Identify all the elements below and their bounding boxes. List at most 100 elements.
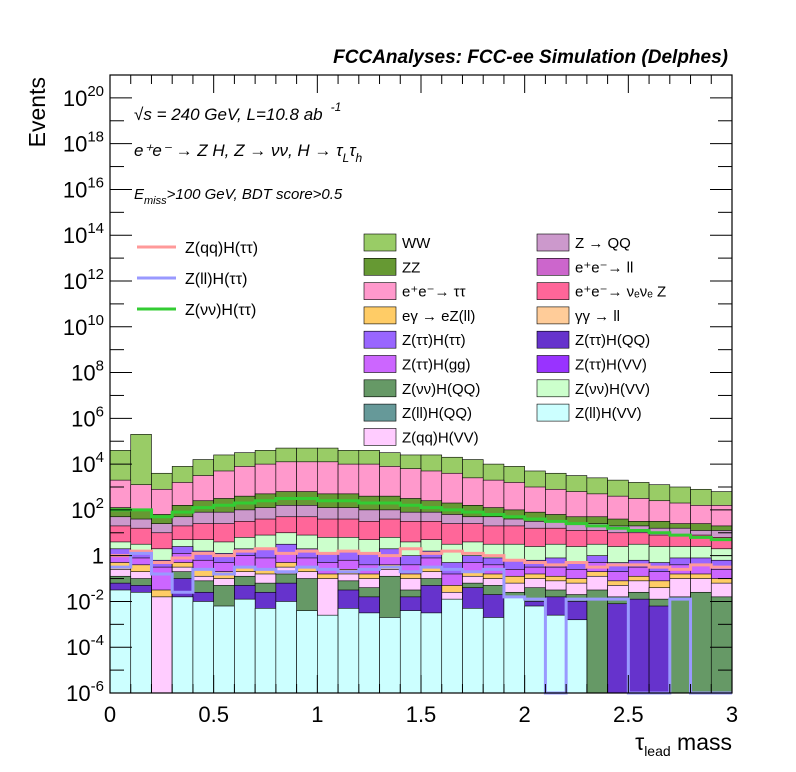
stack-bar	[545, 614, 567, 694]
x-axis-label: τlead mass	[635, 729, 732, 759]
stack-bar	[524, 605, 546, 694]
y-tick-label: 1018	[63, 129, 104, 157]
legend-fill-label: e⁺e⁻→ νₑνₑ Z	[575, 284, 666, 301]
legend-fill-swatch	[536, 306, 570, 325]
cut-annotation: Emiss>100 GeV, BDT score>0.5	[134, 186, 343, 207]
stack-bar	[213, 605, 235, 694]
process-annotation: e⁺e⁻ → Z H, Z → νν, H → τLτh	[134, 141, 363, 165]
legend-fill-label: Z(νν)H(VV)	[575, 381, 650, 398]
stack-bar	[296, 610, 318, 694]
y-tick-label: 1	[92, 544, 104, 569]
process-sub-l: L	[343, 151, 350, 165]
stack-bar	[399, 610, 422, 694]
stack-bar	[254, 608, 277, 694]
stack-bar	[648, 605, 671, 694]
y-axis-label: Events	[24, 77, 50, 147]
x-tick-label: 0	[104, 702, 116, 727]
legend-fill-swatch	[363, 282, 397, 300]
legend-fill-swatch	[363, 355, 397, 373]
stack-bar	[275, 601, 297, 694]
stack-bar	[586, 589, 608, 694]
stack-bar	[690, 591, 712, 694]
legend-fill-swatch	[363, 257, 397, 276]
energy-s: s	[143, 105, 152, 124]
histogram-stack	[109, 434, 733, 694]
y-tick-label: 102	[71, 495, 104, 523]
legend-fill-label: Z(ττ)H(ττ)	[402, 332, 466, 349]
stack-bar	[669, 596, 691, 694]
legend-fill-swatch	[363, 428, 397, 446]
stack-bar	[710, 596, 733, 694]
legend-fill-swatch	[363, 330, 397, 349]
legend-fill-swatch	[363, 379, 397, 398]
legend-fill-label: Z(ττ)H(QQ)	[575, 332, 650, 349]
signal-lines	[110, 496, 732, 695]
signal-line	[110, 551, 732, 695]
cut-sub: miss	[144, 195, 167, 207]
legend-fill-swatch	[536, 257, 570, 276]
stack-bar	[482, 617, 505, 694]
stack-bar	[420, 612, 443, 694]
y-tick-label: 104	[71, 449, 104, 477]
stack-bar	[358, 612, 380, 694]
line-legend: Z(qq)H(ττ) Z(ll)H(ττ) Z(νν)H(ττ)	[137, 240, 258, 319]
axes: 0 0.5 1 1.5 2 2.5 3 10-6 10-4 10-2 1 102 104 106 108 10…	[63, 74, 738, 727]
y-tick-label: 1014	[63, 220, 104, 248]
stack-bar	[337, 608, 360, 694]
legend-fill-label: Z(ll)H(QQ)	[402, 405, 472, 422]
stack-bar	[607, 603, 629, 694]
y-tick-label: 1016	[63, 174, 104, 202]
x-axis-label-sub: lead	[644, 743, 670, 759]
legend-fill-label: Z → QQ	[575, 235, 631, 252]
signal-line	[110, 496, 732, 542]
legend-fill-swatch	[536, 379, 570, 398]
stack-bar	[441, 598, 463, 694]
legend-line-label: Z(νν)H(ττ)	[185, 302, 256, 319]
x-axis-label-suffix: mass	[671, 729, 732, 755]
legend-fill-label: γγ → ll	[575, 308, 620, 325]
stack-bar	[130, 591, 152, 694]
y-tick-label: 1020	[63, 83, 104, 111]
stack-bar	[109, 589, 132, 694]
y-tick-label: 10-4	[66, 632, 104, 660]
y-tick-label: 10-2	[66, 586, 104, 614]
legend-fill-label: e⁺e⁻→ ττ	[402, 284, 466, 301]
stack-bar	[565, 619, 588, 694]
legend-fill-label: WW	[402, 235, 431, 252]
process-sub-h: h	[356, 151, 363, 165]
x-tick-label: 1	[311, 702, 323, 727]
legend-fill-label: Z(νν)H(QQ)	[402, 381, 480, 398]
x-tick-label: 0.5	[198, 702, 229, 727]
legend-fill-label: eγ → eZ(ll)	[402, 308, 475, 325]
energy-text: = 240 GeV, L=10.8 ab	[152, 105, 323, 124]
legend-fill-swatch	[536, 330, 570, 349]
legend-fill-label: Z(ττ)H(VV)	[575, 357, 647, 374]
legend-fill-swatch	[536, 233, 570, 252]
x-tick-label: 2	[519, 702, 531, 727]
legend-line-label: Z(ll)H(ττ)	[185, 271, 247, 288]
x-tick-label: 2.5	[613, 702, 644, 727]
signal-line	[110, 547, 732, 571]
stack-bar	[628, 598, 650, 694]
legend-fill-swatch	[363, 233, 397, 252]
stack-bar	[151, 596, 173, 694]
legend-line-label: Z(qq)H(ττ)	[185, 240, 258, 257]
stack-bar	[462, 608, 484, 694]
sqrt-symbol: √	[134, 105, 144, 124]
chart-header: FCCAnalyses: FCC-ee Simulation (Delphes)	[333, 47, 728, 68]
legend-fill-swatch	[536, 355, 570, 373]
y-tick-label: 108	[71, 358, 104, 386]
stack-layer	[109, 589, 588, 694]
legend-fill-swatch	[363, 403, 397, 422]
y-tick-label: 10-6	[66, 678, 104, 706]
process-text: e⁺e⁻ → Z H, Z → νν, H → τ	[134, 141, 344, 160]
cut-text: >100 GeV, BDT score>0.5	[167, 186, 343, 203]
legend-fill-label: ZZ	[402, 259, 420, 276]
stack-bar	[317, 614, 339, 694]
legend-fill-swatch	[363, 306, 397, 325]
fill-legend: WW Z → QQ ZZ e⁺e⁻→ ll e⁺e⁻→ ττ e⁺e⁻→ νₑνₑ Z eγ…	[363, 233, 666, 446]
legend-fill-swatch	[536, 282, 570, 300]
legend-fill-label: Z(ττ)H(gg)	[402, 357, 471, 374]
x-tick-label: 3	[726, 702, 738, 727]
